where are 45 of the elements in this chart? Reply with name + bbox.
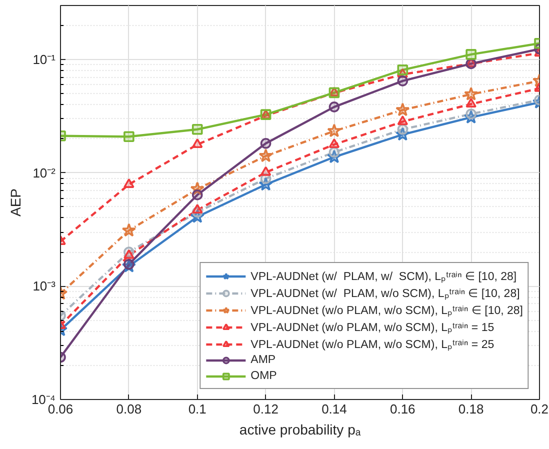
x-axis-title: active probability pₐ (239, 422, 362, 438)
point (397, 76, 408, 86)
point (260, 166, 272, 176)
x-tick-label: 0.06 (48, 402, 74, 416)
point (124, 258, 134, 270)
point (122, 223, 136, 237)
x-tick-label: 0.16 (390, 402, 416, 416)
point (466, 49, 476, 60)
point (124, 178, 134, 188)
point (327, 124, 342, 138)
point (397, 64, 408, 76)
point (124, 249, 134, 259)
point (328, 102, 340, 112)
point (124, 131, 134, 142)
x-tick-label: 0.08 (116, 402, 142, 416)
point (192, 138, 203, 148)
y-tick-label: 10⁻¹ (32, 52, 56, 68)
legend-label: VPL-AUDNet (w/ PLAM, w/o SCM), Lₚᵗʳᵃⁱⁿ ∈ [10, 28] (250, 287, 520, 300)
point (192, 189, 203, 200)
point (397, 124, 408, 135)
x-tick-label: 0.12 (253, 402, 278, 416)
point (258, 148, 273, 162)
y-tick-label: 10⁻² (32, 165, 56, 180)
legend-label: AMP (250, 353, 276, 367)
point (466, 108, 476, 120)
point (192, 124, 203, 135)
legend-label: VPL-AUDNet (w/o PLAM, w/o SCM), Lₚᵗʳᵃⁱⁿ = 25 (250, 338, 494, 351)
legend-label: OMP (250, 369, 277, 383)
point (328, 138, 340, 148)
legend-label: VPL-AUDNet (w/o PLAM, w/o SCM), Lₚᵗʳᵃⁱⁿ = 15 (250, 321, 494, 334)
point (397, 116, 408, 126)
x-tick-label: 0.1 (188, 402, 206, 416)
y-axis-title: AEP (7, 188, 24, 217)
point (328, 146, 340, 158)
point (260, 138, 272, 149)
x-tick-label: 0.14 (322, 402, 347, 416)
point (466, 98, 476, 108)
point (464, 86, 478, 100)
legend-label: VPL-AUDNet (w/o PLAM, w/o SCM), Lₚᵗʳᵃⁱⁿ ∈ [10, 28] (250, 304, 523, 317)
y-tick-label: 10⁻³ (32, 278, 56, 294)
point (192, 204, 203, 214)
x-tick-label: 0.18 (458, 402, 484, 416)
point (396, 102, 410, 116)
legend-label: VPL-AUDNet (w/ PLAM, w/ SCM), Lₚᵗʳᵃⁱⁿ ∈ [10, 28] (250, 270, 517, 283)
x-tick-label: 0.2 (530, 402, 549, 416)
